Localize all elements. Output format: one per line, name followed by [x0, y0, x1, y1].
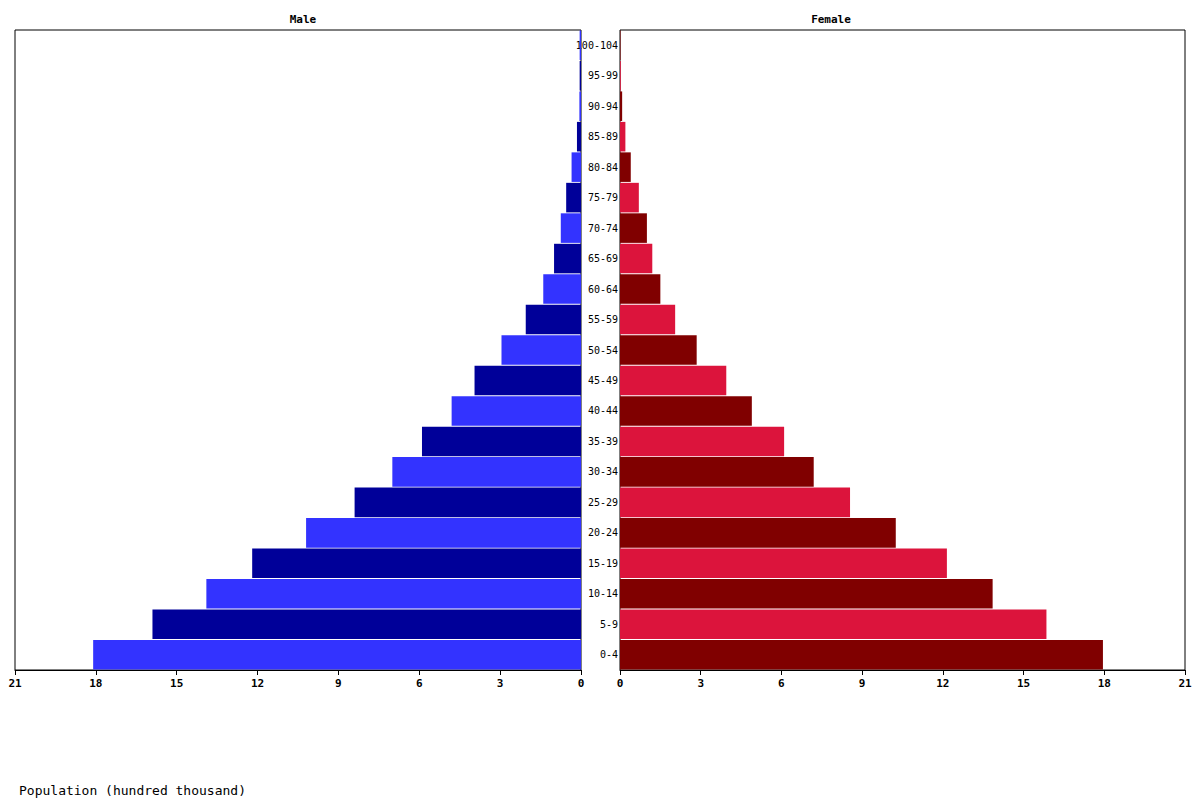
svg-text:60-64: 60-64: [588, 284, 618, 295]
svg-text:80-84: 80-84: [588, 162, 618, 173]
svg-text:65-69: 65-69: [588, 253, 618, 264]
svg-text:25-29: 25-29: [588, 497, 618, 508]
svg-text:6: 6: [778, 677, 785, 690]
svg-text:15: 15: [170, 677, 183, 690]
svg-text:21: 21: [8, 677, 22, 690]
svg-text:20-24: 20-24: [588, 527, 618, 538]
svg-text:3: 3: [497, 677, 504, 690]
svg-text:50-54: 50-54: [588, 345, 618, 356]
svg-text:21: 21: [1178, 677, 1192, 690]
svg-text:0: 0: [578, 677, 585, 690]
svg-text:75-79: 75-79: [588, 192, 618, 203]
svg-text:100-104: 100-104: [576, 40, 618, 51]
svg-text:55-59: 55-59: [588, 314, 618, 325]
svg-text:9: 9: [335, 677, 342, 690]
svg-text:Male: Male: [290, 13, 317, 26]
svg-text:0: 0: [617, 677, 624, 690]
svg-text:12: 12: [251, 677, 264, 690]
svg-text:40-44: 40-44: [588, 405, 618, 416]
svg-text:18: 18: [89, 677, 102, 690]
svg-text:5-9: 5-9: [600, 619, 618, 630]
svg-text:70-74: 70-74: [588, 223, 618, 234]
svg-text:35-39: 35-39: [588, 436, 618, 447]
svg-text:9: 9: [859, 677, 866, 690]
svg-text:30-34: 30-34: [588, 466, 618, 477]
svg-text:90-94: 90-94: [588, 101, 618, 112]
svg-text:18: 18: [1098, 677, 1111, 690]
svg-text:12: 12: [936, 677, 949, 690]
svg-text:85-89: 85-89: [588, 131, 618, 142]
svg-text:95-99: 95-99: [588, 70, 618, 81]
svg-text:3: 3: [697, 677, 704, 690]
svg-text:15-19: 15-19: [588, 558, 618, 569]
svg-text:0-4: 0-4: [600, 649, 618, 660]
svg-text:Female: Female: [811, 13, 851, 26]
svg-text:15: 15: [1017, 677, 1030, 690]
svg-text:10-14: 10-14: [588, 588, 618, 599]
svg-text:45-49: 45-49: [588, 375, 618, 386]
svg-text:Population (hundred thousand): Population (hundred thousand): [19, 783, 246, 798]
svg-text:6: 6: [416, 677, 423, 690]
